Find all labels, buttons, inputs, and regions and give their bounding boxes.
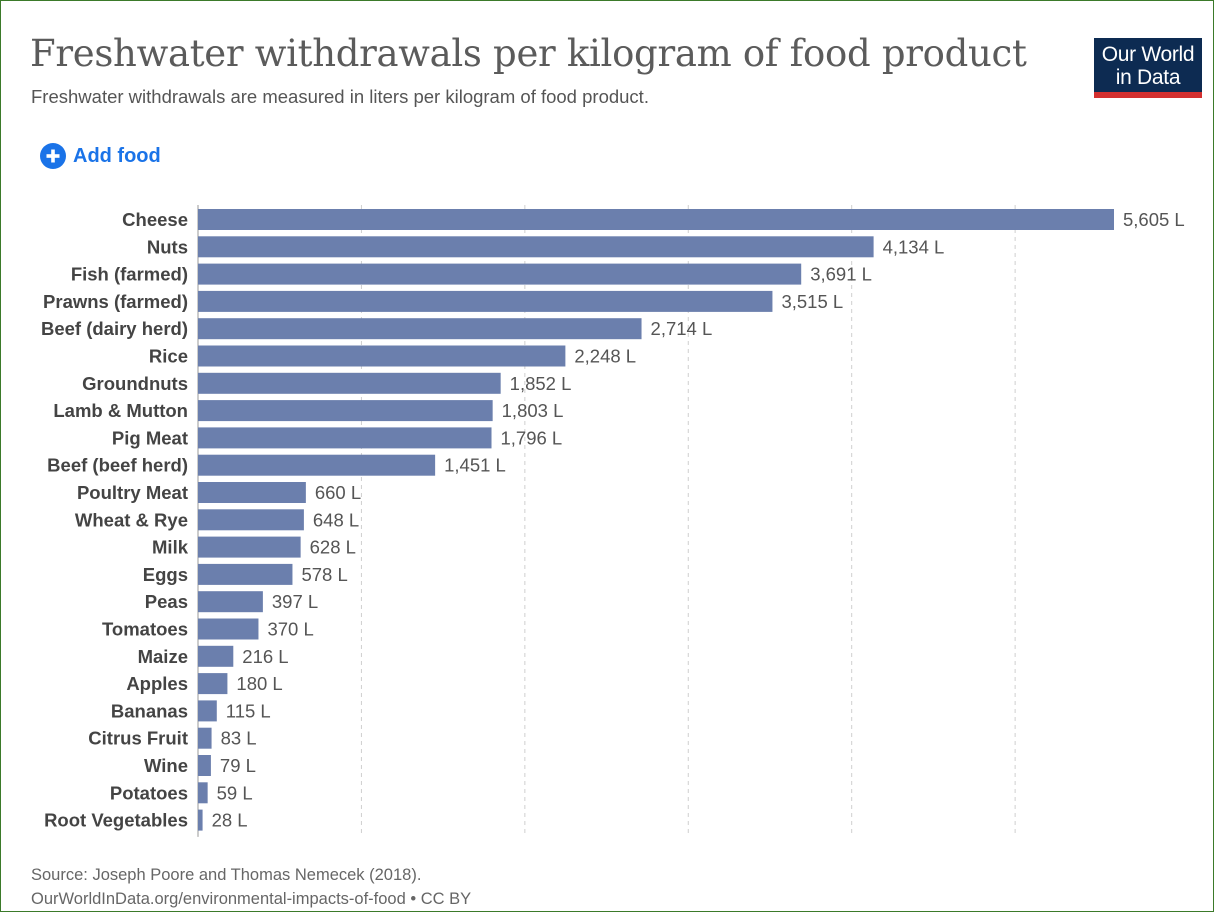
category-label: Milk xyxy=(152,537,189,558)
category-label: Apples xyxy=(126,673,188,694)
value-label: 216 L xyxy=(242,646,288,667)
bar[interactable] xyxy=(198,809,203,831)
value-label: 79 L xyxy=(220,755,256,776)
category-label: Wine xyxy=(144,755,188,776)
add-food-button[interactable]: Add food xyxy=(40,143,161,169)
bar[interactable] xyxy=(198,482,306,503)
category-label: Bananas xyxy=(111,700,188,721)
category-label: Lamb & Mutton xyxy=(53,400,188,421)
value-label: 2,248 L xyxy=(574,346,636,367)
bar[interactable] xyxy=(198,236,874,258)
category-label: Groundnuts xyxy=(82,373,188,394)
bar[interactable] xyxy=(198,400,493,422)
value-label: 2,714 L xyxy=(651,318,713,339)
chart-title: Freshwater withdrawals per kilogram of f… xyxy=(30,32,1027,75)
category-label: Wheat & Rye xyxy=(75,509,188,530)
value-label: 397 L xyxy=(272,591,318,612)
bar[interactable] xyxy=(198,563,293,585)
value-label: 1,451 L xyxy=(444,455,506,476)
category-label: Pig Meat xyxy=(112,427,188,448)
category-label: Cheese xyxy=(122,209,188,230)
bar[interactable] xyxy=(198,318,642,340)
value-label: 648 L xyxy=(313,509,359,530)
bar[interactable] xyxy=(198,263,802,285)
category-label: Citrus Fruit xyxy=(88,728,188,749)
logo-line-1: Our World xyxy=(1101,43,1195,66)
bar[interactable] xyxy=(198,673,228,695)
value-label: 628 L xyxy=(310,537,356,558)
category-label: Prawns (farmed) xyxy=(43,291,188,312)
value-label: 1,796 L xyxy=(501,427,563,448)
bar[interactable] xyxy=(198,618,259,640)
category-label: Maize xyxy=(138,646,188,667)
category-label: Eggs xyxy=(143,564,188,585)
value-label: 578 L xyxy=(301,564,347,585)
category-label: Peas xyxy=(145,591,188,612)
bar[interactable] xyxy=(198,700,217,722)
value-label: 59 L xyxy=(217,782,253,803)
source-line-1: Source: Joseph Poore and Thomas Nemecek … xyxy=(31,866,422,884)
bar[interactable] xyxy=(198,209,1114,230)
value-label: 370 L xyxy=(267,619,313,640)
bar[interactable] xyxy=(198,782,208,804)
value-label: 4,134 L xyxy=(883,236,945,257)
bar[interactable] xyxy=(198,427,492,449)
category-label: Tomatoes xyxy=(102,619,188,640)
source-note: Source: Joseph Poore and Thomas Nemecek … xyxy=(31,863,471,911)
category-label: Nuts xyxy=(147,236,188,257)
logo-line-2: in Data xyxy=(1115,66,1181,89)
category-label: Rice xyxy=(149,346,188,367)
category-label: Root Vegetables xyxy=(44,810,188,831)
bar-chart: Cheese 5,605 L Nuts 4,134 L Fish (farmed) 3,6… xyxy=(41,205,1185,837)
value-label: 3,515 L xyxy=(781,291,843,312)
bar[interactable] xyxy=(198,509,304,531)
bar[interactable] xyxy=(198,372,501,394)
value-label: 180 L xyxy=(236,673,282,694)
value-label: 115 L xyxy=(226,700,271,721)
category-label: Fish (farmed) xyxy=(71,264,188,285)
logo-stripe xyxy=(1094,92,1202,98)
value-label: 660 L xyxy=(315,482,361,503)
owid-logo[interactable]: Our World in Data xyxy=(1094,38,1202,98)
bar[interactable] xyxy=(198,345,566,367)
bar[interactable] xyxy=(198,591,263,613)
value-label: 28 L xyxy=(212,810,248,831)
bar[interactable] xyxy=(198,645,234,667)
bar[interactable] xyxy=(198,755,211,776)
category-label: Beef (dairy herd) xyxy=(41,318,188,339)
category-label: Potatoes xyxy=(110,782,188,803)
add-food-label: Add food xyxy=(73,144,161,167)
bar[interactable] xyxy=(198,454,436,476)
plus-circle-icon xyxy=(40,143,66,169)
bar[interactable] xyxy=(198,727,212,749)
value-label: 3,691 L xyxy=(810,264,872,285)
source-line-2[interactable]: OurWorldInData.org/environmental-impacts… xyxy=(31,890,472,908)
value-label: 83 L xyxy=(221,728,257,749)
category-label: Beef (beef herd) xyxy=(47,455,188,476)
value-label: 1,803 L xyxy=(502,400,564,421)
value-label: 1,852 L xyxy=(510,373,572,394)
chart-subtitle: Freshwater withdrawals are measured in l… xyxy=(31,86,649,107)
value-label: 5,605 L xyxy=(1123,209,1185,230)
bar[interactable] xyxy=(198,536,301,558)
bar[interactable] xyxy=(198,290,773,312)
category-label: Poultry Meat xyxy=(77,482,188,503)
